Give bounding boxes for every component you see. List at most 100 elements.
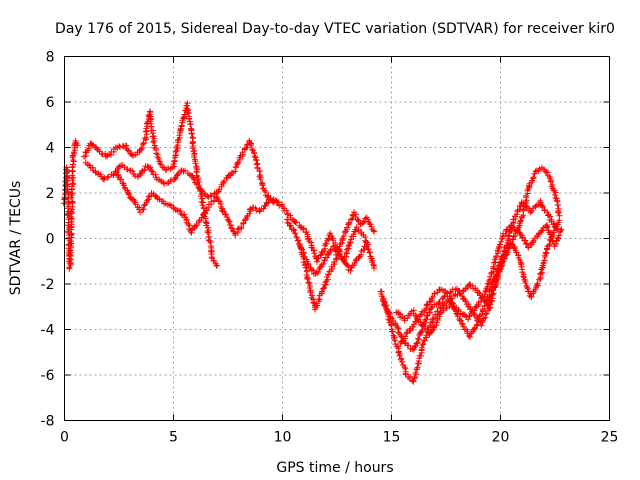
data-point	[273, 198, 280, 205]
data-point	[118, 176, 125, 183]
data-point	[238, 224, 245, 231]
data-point	[523, 240, 530, 247]
data-point	[146, 112, 153, 119]
data-point	[66, 265, 73, 272]
data-point	[481, 302, 488, 309]
data-point	[505, 233, 512, 240]
data-point	[471, 307, 478, 314]
data-point	[452, 307, 459, 314]
data-point	[403, 330, 410, 337]
data-point	[189, 145, 196, 152]
data-point	[147, 118, 154, 125]
y-tick-label: -6	[41, 368, 55, 384]
data-point	[495, 262, 502, 269]
data-point	[499, 252, 506, 259]
data-point	[395, 329, 402, 336]
data-point	[224, 214, 231, 221]
data-point	[460, 323, 467, 330]
data-point	[420, 341, 427, 348]
data-point	[542, 249, 549, 256]
y-tick-label: -4	[41, 323, 55, 339]
data-point	[383, 305, 389, 312]
data-point	[283, 207, 290, 214]
data-point	[544, 224, 551, 231]
data-point	[431, 290, 438, 297]
data-point	[547, 178, 554, 185]
x-tick-label: 25	[601, 430, 619, 446]
data-point	[321, 257, 328, 264]
data-point	[148, 167, 155, 174]
data-point	[412, 369, 419, 376]
data-point	[137, 172, 143, 179]
data-point	[318, 288, 325, 295]
data-point	[551, 192, 558, 198]
data-point	[446, 293, 453, 300]
data-point	[520, 274, 527, 281]
y-tick-label: -8	[41, 414, 55, 430]
data-point	[385, 309, 392, 316]
data-point	[428, 305, 435, 312]
data-point	[447, 289, 454, 296]
data-point	[555, 209, 562, 216]
data-point	[534, 280, 541, 287]
data-point	[541, 257, 548, 264]
data-point	[199, 202, 206, 209]
data-point	[125, 191, 132, 198]
data-point	[346, 219, 353, 226]
data-point	[490, 290, 497, 297]
data-point	[254, 164, 261, 171]
data-point	[247, 142, 254, 149]
data-point	[310, 299, 317, 306]
data-point	[415, 335, 421, 342]
data-point	[426, 322, 433, 329]
data-point	[383, 302, 390, 309]
data-point	[140, 206, 147, 213]
data-point	[320, 285, 327, 292]
data-point	[491, 259, 498, 266]
data-point	[320, 260, 327, 267]
grid-lines	[64, 56, 610, 421]
data-point	[530, 237, 537, 244]
data-point	[523, 282, 530, 289]
data-point	[64, 175, 71, 182]
data-point	[399, 358, 405, 365]
data-point	[442, 288, 448, 294]
data-point	[360, 219, 367, 226]
data-point	[413, 340, 420, 347]
data-point	[548, 234, 555, 241]
data-point	[124, 147, 131, 154]
data-point	[381, 301, 387, 308]
data-point	[482, 311, 489, 318]
data-point	[338, 256, 345, 263]
data-point	[276, 202, 283, 209]
data-point	[307, 289, 314, 295]
data-point	[349, 215, 356, 222]
data-point	[495, 265, 502, 272]
data-point	[415, 336, 422, 343]
data-point	[178, 122, 185, 129]
data-point	[290, 226, 297, 233]
data-point	[484, 280, 491, 287]
data-point	[554, 202, 561, 208]
data-point	[458, 317, 465, 324]
x-tick-labels: 0 5 10 15 20 25	[60, 430, 618, 446]
data-point	[149, 168, 156, 175]
data-point	[402, 333, 409, 340]
data-point	[466, 312, 473, 319]
data-point	[557, 227, 564, 234]
data-point	[517, 231, 524, 237]
data-point	[458, 290, 465, 297]
data-point	[371, 228, 378, 235]
data-point	[522, 280, 529, 286]
data-point	[371, 265, 378, 272]
data-point	[150, 139, 157, 146]
data-point	[114, 172, 121, 179]
data-point	[528, 208, 535, 214]
x-tick-label: 0	[60, 430, 69, 446]
data-point	[292, 230, 299, 237]
data-point	[298, 245, 305, 252]
data-point	[527, 209, 534, 216]
data-point	[232, 163, 239, 170]
data-point	[488, 298, 495, 305]
data-point	[294, 237, 301, 244]
